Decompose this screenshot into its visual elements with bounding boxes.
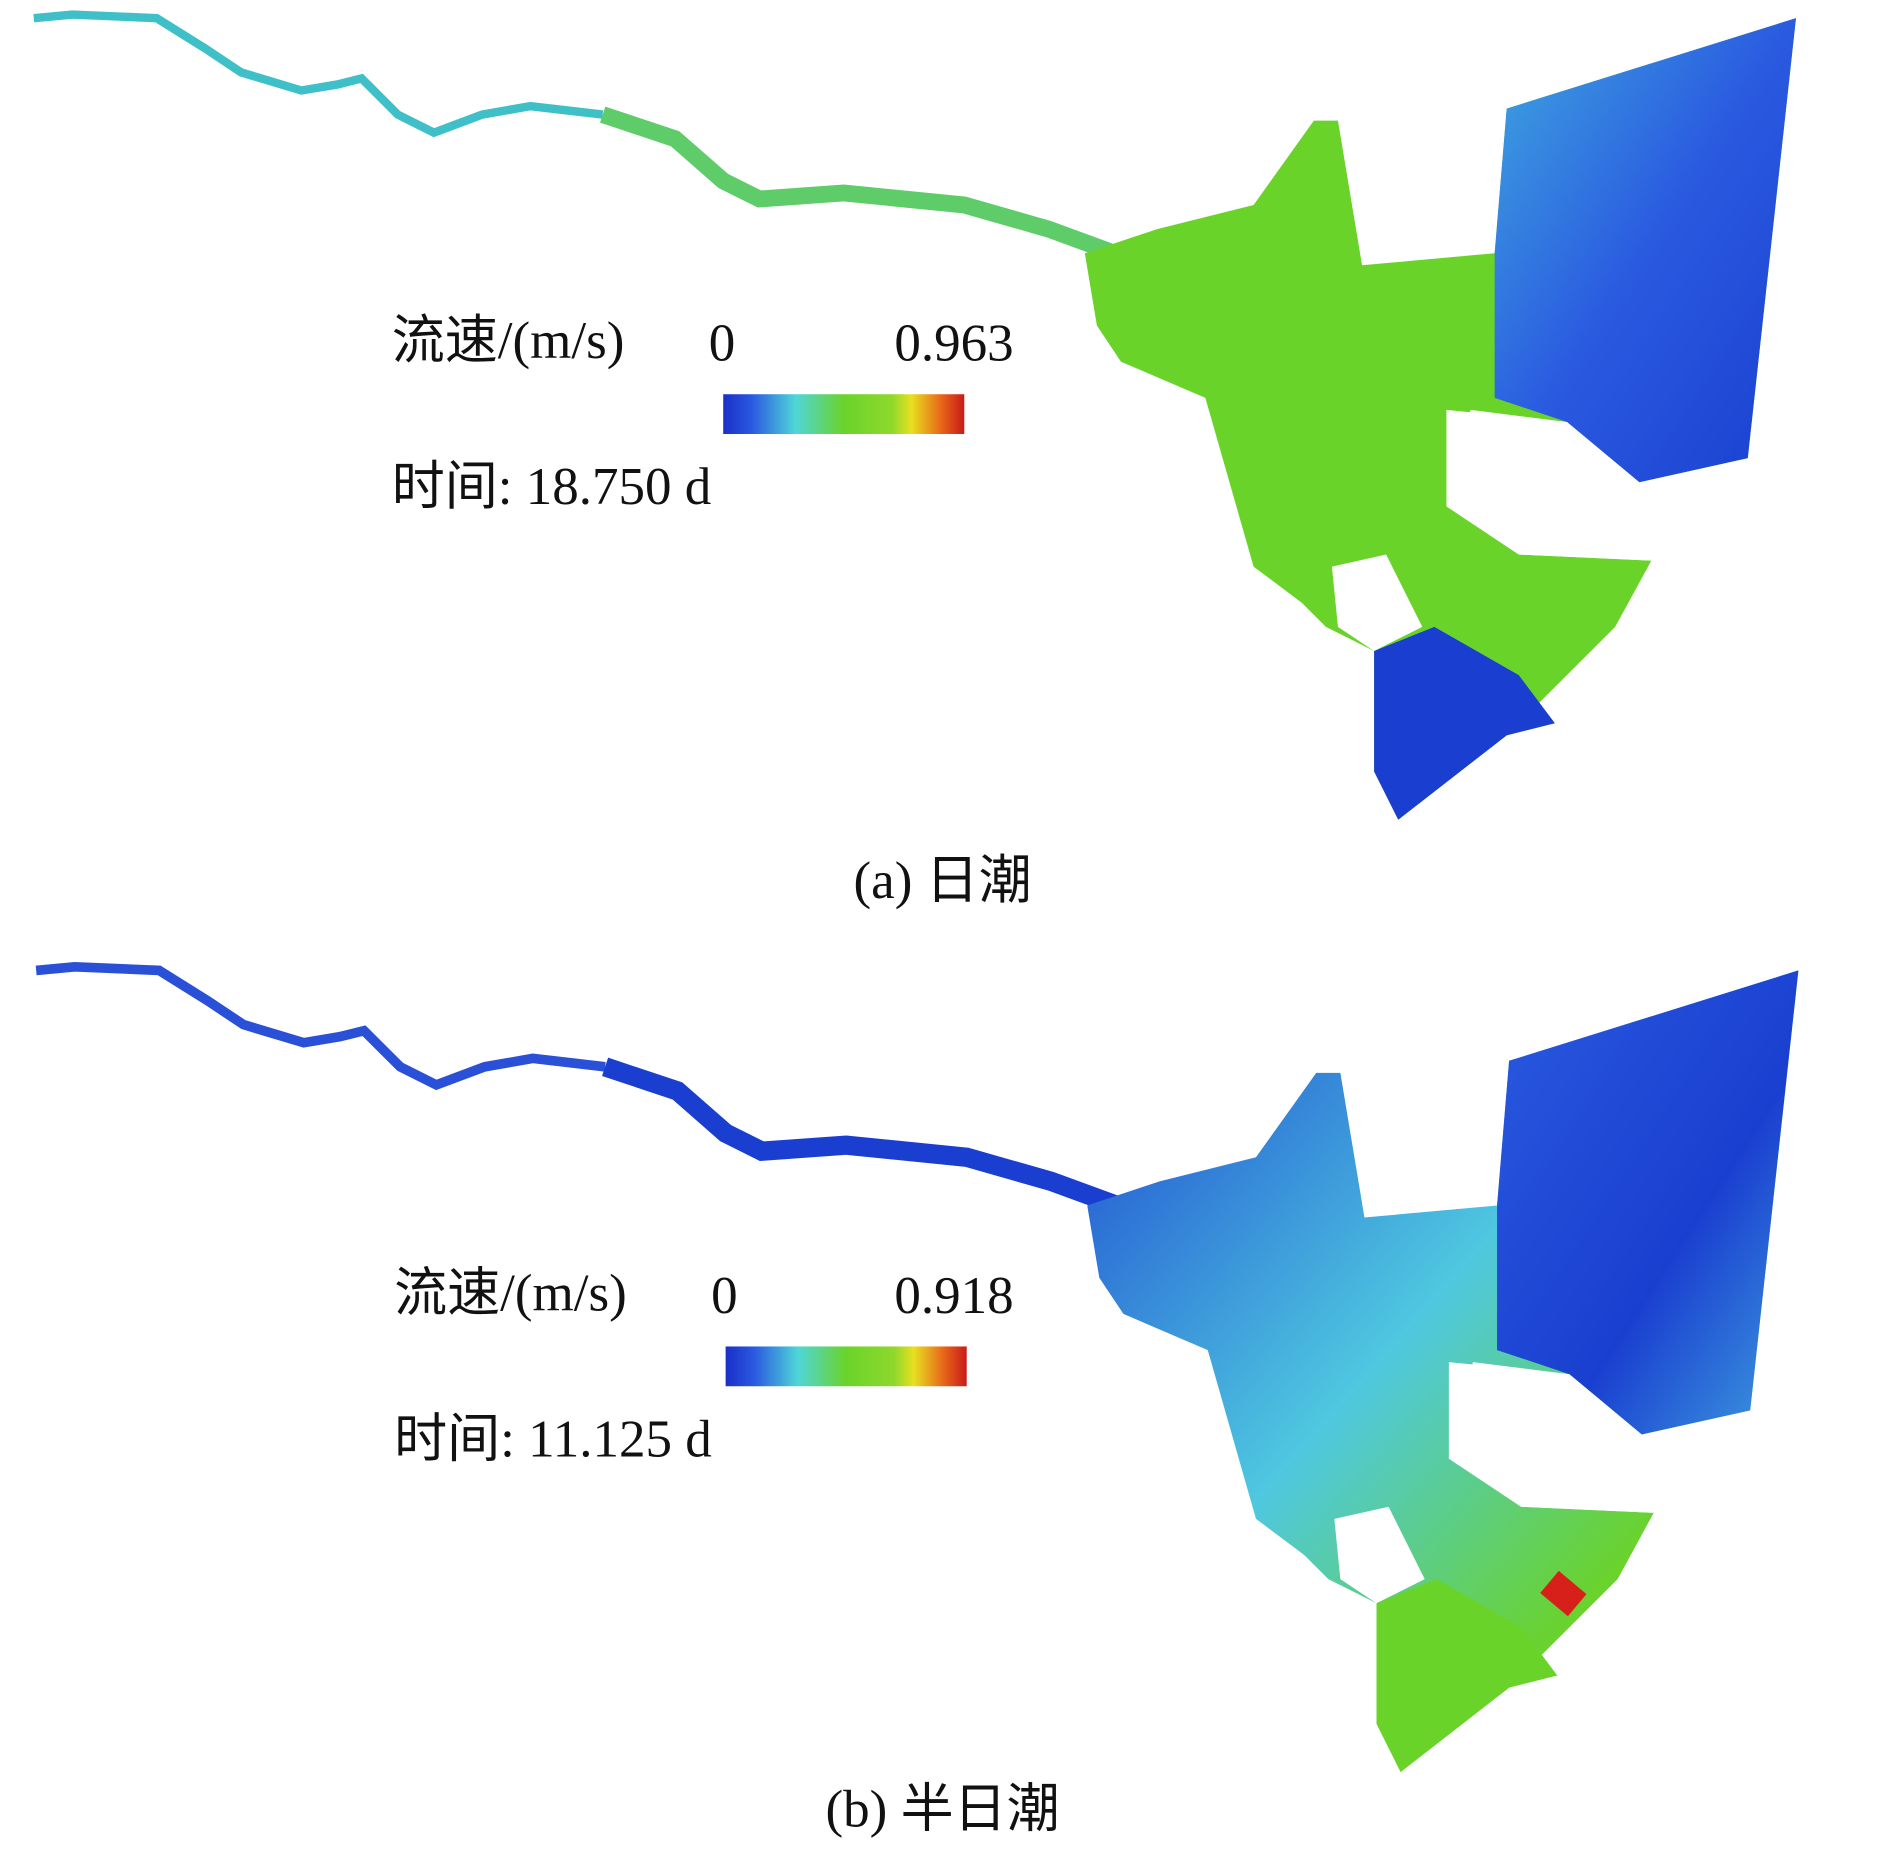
scale-max: 0.963 — [894, 315, 1013, 373]
time-label: 时间: 18.750 d — [392, 458, 712, 516]
map-panel-a: 流速/(m/s) 0 0.963 时间: 18.750 d (a) 日潮 — [34, 15, 1796, 910]
scale-min: 0 — [711, 1267, 738, 1325]
legend-label: 流速/(m/s) — [392, 312, 625, 370]
river — [605, 1067, 1123, 1208]
map-panel-b: 流速/(m/s) 0 0.918 时间: 11.125 d (b) 半日潮 — [36, 967, 1799, 1838]
river — [34, 15, 603, 133]
river — [36, 967, 605, 1085]
scale-min: 0 — [709, 315, 736, 373]
caption: (b) 半日潮 — [826, 1780, 1060, 1838]
hotspot — [1540, 1570, 1587, 1617]
scale-max: 0.918 — [894, 1267, 1013, 1325]
legend-label: 流速/(m/s) — [394, 1264, 627, 1322]
time-label: 时间: 11.125 d — [394, 1410, 712, 1468]
colorbar — [723, 394, 965, 435]
sea — [1497, 970, 1799, 1435]
colorbar — [725, 1346, 967, 1387]
caption: (a) 日潮 — [854, 852, 1032, 910]
sea — [1494, 18, 1796, 483]
river — [603, 115, 1121, 256]
